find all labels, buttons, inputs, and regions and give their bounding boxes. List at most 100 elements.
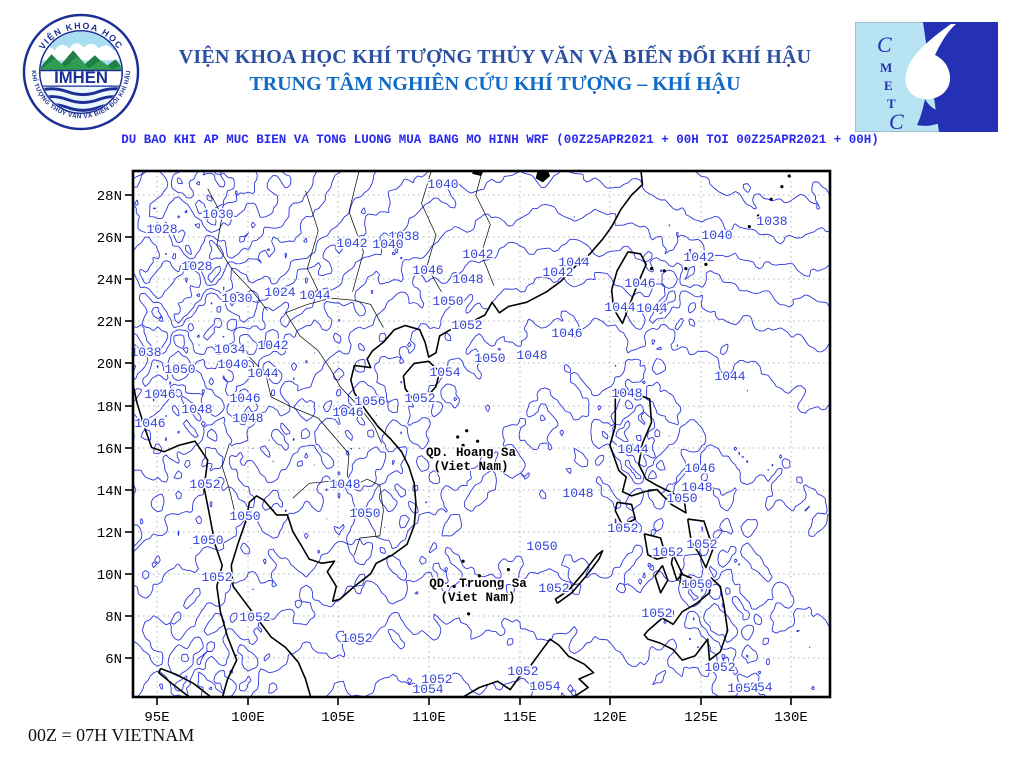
svg-text:1048: 1048 [232, 411, 263, 426]
svg-text:1030: 1030 [202, 207, 233, 222]
svg-text:100E: 100E [231, 710, 265, 726]
svg-text:1040: 1040 [701, 228, 732, 243]
cmetc-letter-e: E [884, 78, 893, 93]
svg-text:1052: 1052 [189, 477, 220, 492]
svg-text:QD. Truong Sa: QD. Truong Sa [429, 577, 527, 591]
svg-text:1052: 1052 [451, 318, 482, 333]
svg-text:1042: 1042 [683, 250, 714, 265]
axis-ticks-and-labels: 28N 26N 24N 22N 20N 18N 16N 14N 12N 10N 8N 6N 95E 100… [97, 189, 808, 726]
svg-text:110E: 110E [412, 710, 446, 726]
svg-text:1054: 1054 [741, 680, 772, 695]
cmetc-logo: C M E T C [855, 22, 998, 134]
svg-text:1046: 1046 [144, 387, 175, 402]
svg-text:125E: 125E [684, 710, 718, 726]
svg-text:1052: 1052 [652, 545, 683, 560]
svg-text:1046: 1046 [624, 276, 655, 291]
isobar-contours [133, 171, 830, 697]
svg-text:1048: 1048 [681, 480, 712, 495]
svg-text:1050: 1050 [474, 351, 505, 366]
svg-text:1030: 1030 [221, 291, 252, 306]
svg-text:1040: 1040 [217, 357, 248, 372]
svg-text:1056: 1056 [354, 394, 385, 409]
svg-text:120E: 120E [593, 710, 627, 726]
coastlines [133, 171, 791, 697]
svg-text:1048: 1048 [452, 272, 483, 287]
svg-text:105E: 105E [321, 710, 355, 726]
svg-text:115E: 115E [503, 710, 537, 726]
svg-text:1052: 1052 [404, 391, 435, 406]
institute-title: VIỆN KHOA HỌC KHÍ TƯỢNG THỦY VĂN VÀ BIẾN… [178, 46, 812, 68]
svg-text:1054: 1054 [429, 365, 460, 380]
svg-text:1044: 1044 [247, 366, 278, 381]
svg-text:1052: 1052 [239, 610, 270, 625]
svg-text:1046: 1046 [684, 461, 715, 476]
map-frame [131, 169, 832, 699]
svg-text:1050: 1050 [349, 506, 380, 521]
svg-text:1050: 1050 [681, 577, 712, 592]
svg-text:1054: 1054 [727, 681, 758, 696]
svg-text:1044: 1044 [299, 288, 330, 303]
svg-text:1024: 1024 [264, 285, 295, 300]
svg-text:1052: 1052 [507, 664, 538, 679]
svg-text:1046: 1046 [412, 263, 443, 278]
svg-text:1050: 1050 [192, 533, 223, 548]
svg-text:1054: 1054 [412, 682, 443, 697]
svg-text:1038: 1038 [130, 345, 161, 360]
svg-text:(Viet Nam): (Viet Nam) [440, 591, 515, 605]
cmetc-letter-c2: C [889, 109, 904, 132]
svg-text:1038: 1038 [388, 229, 419, 244]
svg-text:1034: 1034 [214, 342, 245, 357]
svg-text:(Viet Nam): (Viet Nam) [433, 460, 508, 474]
header-titles: VIỆN KHOA HỌC KHÍ TƯỢNG THỦY VĂN VÀ BIẾN… [140, 46, 850, 96]
svg-text:1048: 1048 [562, 486, 593, 501]
svg-text:1050: 1050 [229, 509, 260, 524]
svg-text:1028: 1028 [181, 259, 212, 274]
cmetc-letters: C M E T C [877, 32, 904, 134]
timezone-note: 00Z = 07H VIETNAM [28, 725, 195, 745]
imhen-acronym: IMHEN [54, 68, 108, 87]
imhen-logo: IMHEN VIỆN KHOA HỌC KHÍ TƯỢNG THỦY VĂN V… [22, 12, 140, 132]
svg-text:1052: 1052 [607, 521, 638, 536]
svg-text:1052: 1052 [341, 631, 372, 646]
svg-text:26N: 26N [97, 231, 122, 247]
svg-text:1052: 1052 [641, 606, 672, 621]
svg-text:10N: 10N [97, 568, 122, 584]
svg-text:1044: 1044 [604, 300, 635, 315]
cmetc-letter-t: T [887, 96, 896, 111]
svg-text:1044: 1044 [558, 255, 589, 270]
svg-text:1046: 1046 [551, 326, 582, 341]
svg-text:1046: 1046 [332, 405, 363, 420]
svg-text:16N: 16N [97, 442, 122, 458]
svg-text:1048: 1048 [329, 477, 360, 492]
svg-text:20N: 20N [97, 357, 122, 373]
svg-text:130E: 130E [774, 710, 808, 726]
cmetc-swoosh-tail [917, 99, 955, 126]
svg-text:1042: 1042 [462, 247, 493, 262]
svg-text:QD. Hoang Sa: QD. Hoang Sa [426, 446, 517, 460]
svg-text:1052: 1052 [201, 570, 232, 585]
forecast-subtitle: DU BAO KHI AP MUC BIEN VA TONG LUONG MUA… [121, 133, 879, 147]
cmetc-swoosh [905, 24, 956, 100]
svg-text:95E: 95E [144, 710, 169, 726]
svg-text:1050: 1050 [526, 539, 557, 554]
svg-text:1046: 1046 [229, 391, 260, 406]
svg-text:1052: 1052 [421, 672, 452, 687]
svg-text:12N: 12N [97, 526, 122, 542]
svg-text:8N: 8N [105, 610, 122, 626]
svg-text:1040: 1040 [427, 177, 458, 192]
svg-text:1050: 1050 [432, 294, 463, 309]
svg-text:1044: 1044 [714, 369, 745, 384]
svg-text:1052: 1052 [704, 660, 735, 675]
map-svg: 1040 1030 1028 1038 1042 1040 1038 1040 1042 1044… [97, 169, 832, 726]
svg-text:1048: 1048 [516, 348, 547, 363]
island-place-labels: QD. Hoang Sa(Viet Nam)QD. Truong Sa(Viet… [425, 445, 529, 607]
svg-text:1052: 1052 [538, 581, 569, 596]
svg-text:22N: 22N [97, 315, 122, 331]
svg-text:1050: 1050 [666, 491, 697, 506]
svg-text:1042: 1042 [257, 338, 288, 353]
svg-text:1046: 1046 [134, 416, 165, 431]
pressure-map: 1040 1030 1028 1038 1042 1040 1038 1040 1042 1044… [95, 165, 855, 750]
svg-text:1042: 1042 [336, 236, 367, 251]
isobar-value-labels: 1040 1030 1028 1038 1042 1040 1038 1040 1042 1044… [129, 176, 789, 699]
svg-text:1052: 1052 [686, 537, 717, 552]
